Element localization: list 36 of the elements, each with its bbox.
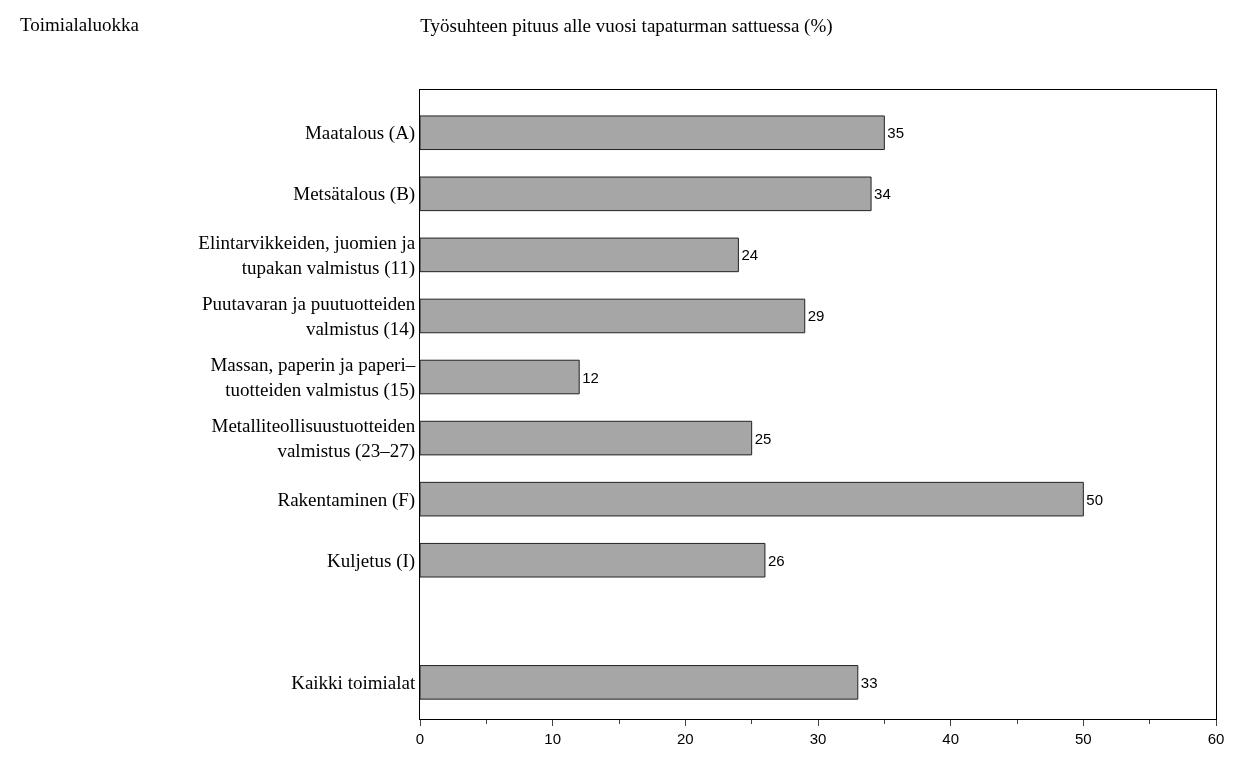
x-tick-label: 0 [415, 730, 425, 747]
x-tick-label: 60 [1207, 730, 1225, 747]
bar [420, 665, 859, 700]
bar [420, 542, 766, 578]
y-tick-label: Metalliteollisuustuotteiden valmistus (23–27) [211, 415, 416, 463]
y-tick-label: Rakentaminen (F) [277, 488, 416, 511]
data-label: 25 [754, 429, 772, 447]
data-label: 12 [582, 368, 599, 386]
bar [420, 115, 885, 151]
y-tick-label: Puutavaran ja puutuotteiden valmistus (14) [202, 293, 416, 340]
bar [420, 237, 739, 273]
bar [420, 359, 580, 395]
bar [420, 298, 806, 334]
y-tick-label: Maatalous (A) [304, 122, 416, 145]
data-label: 50 [1086, 490, 1104, 508]
bar [420, 420, 753, 456]
bar [420, 481, 1084, 517]
data-label: 35 [887, 124, 905, 142]
x-tick-label: 50 [1074, 730, 1092, 747]
y-tick-label: Kuljetus (I) [327, 549, 416, 572]
bar [420, 176, 872, 212]
data-label: 24 [741, 246, 759, 264]
data-label: 34 [874, 185, 891, 203]
text: Toimialaluokka [20, 14, 140, 35]
x-tick-label: 10 [544, 730, 562, 747]
data-label: 26 [767, 551, 785, 569]
x-tick-label: 20 [676, 730, 694, 747]
y-tick-label: Kaikki toimialat [291, 672, 416, 694]
data-label: 33 [860, 673, 878, 691]
y-tick-label: Massan, paperin ja paperi– tuotteiden valmistus (15) [210, 354, 416, 402]
x-tick-label: 30 [809, 730, 827, 747]
y-tick-label: Metsätalous (B) [293, 183, 416, 206]
y-tick-label: Elintarvikkeiden, juomien ja tupakan valmistus (11) [198, 232, 416, 279]
data-label: 29 [807, 307, 825, 325]
x-tick-label: 40 [942, 730, 960, 747]
chart-title: Työsuhteen pituus alle vuosi tapaturman sattuessa (%) [420, 15, 833, 38]
